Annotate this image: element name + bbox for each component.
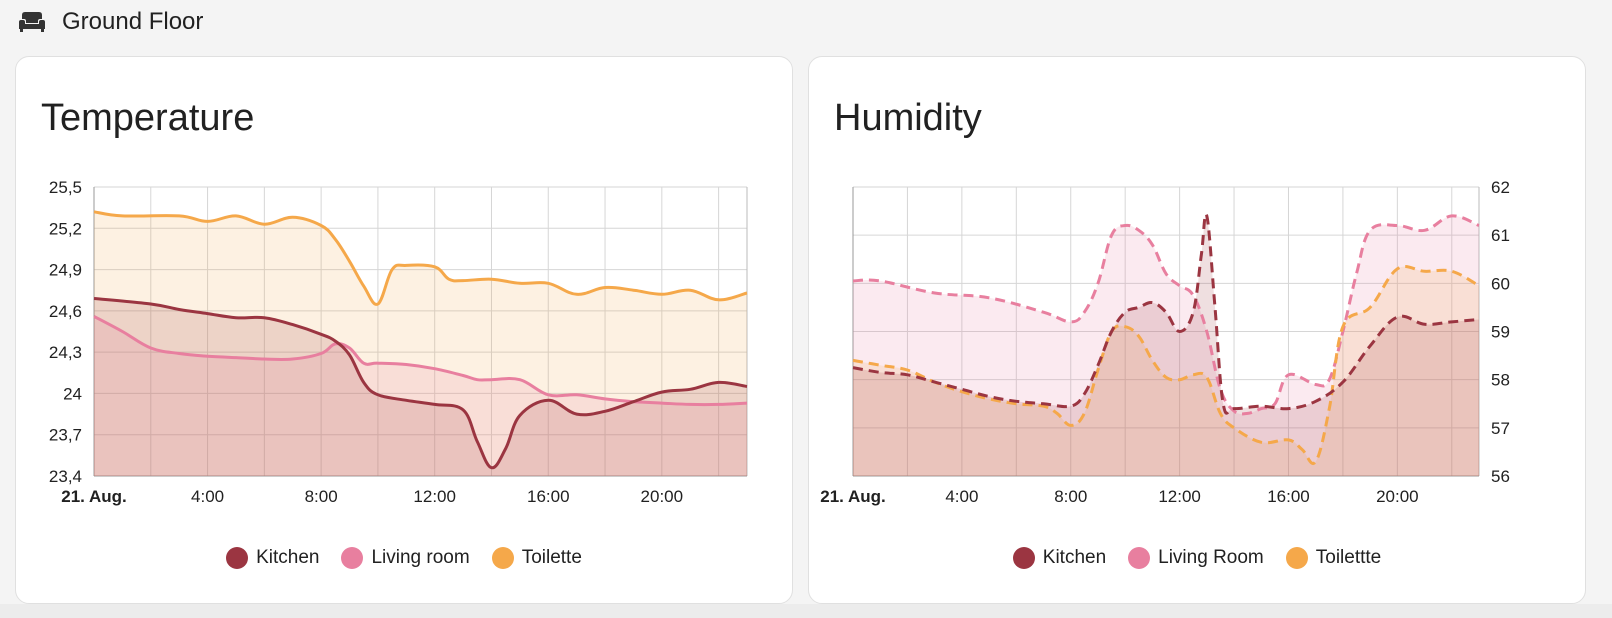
legend-swatch-living-room [1128,547,1151,569]
y-tick-label: 24,9 [49,261,82,280]
chart-grid [852,186,1479,477]
area-living-room [853,215,1479,476]
x-tick-label: 20:00 [1376,487,1419,506]
x-tick-label: 4:00 [945,487,978,506]
temperature-chart[interactable]: 23,4 23,7 24 24,3 24,6 24,9 25,2 25,5 21. Aug. 4:… [16,57,793,604]
legend-label-living-room: Living Room [1158,547,1264,568]
sofa-icon [18,10,48,34]
line-toilette [93,210,748,306]
series-areas [94,211,747,477]
temperature-card: Temperature 23,4 23,7 24 24,3 24,6 24,9 25,2 25… [15,56,793,604]
line-kitchen [93,297,748,470]
legend-item-toilette[interactable]: Toilette [491,547,582,569]
y-tick-label: 58 [1491,371,1510,390]
y-tick-label: 57 [1491,419,1510,438]
legend-label-toilette: Toilettte [1315,547,1382,568]
y-tick-label: 62 [1491,178,1510,197]
x-tick-label: 16:00 [527,487,570,506]
x-tick-label: 8:00 [305,487,338,506]
y-tick-label: 24,6 [49,302,82,321]
line-living-room [93,315,748,407]
x-tick-label: 16:00 [1267,487,1310,506]
area-living-room [94,316,747,476]
area-kitchen [94,298,747,476]
line-living-room [852,214,1480,416]
series-areas [853,214,1479,476]
humidity-chart[interactable]: 56 57 58 59 60 61 62 21. Aug. 4:00 8:00 12:00 16:00… [809,57,1586,604]
legend-label-kitchen: Kitchen [256,547,320,568]
temperature-legend: Kitchen Living room Toilette [16,547,792,569]
x-tick-label: 4:00 [191,487,224,506]
x-tick-label: 12:00 [413,487,456,506]
humidity-card: Humidity 56 57 58 59 60 61 62 21. Aug. 4:00 8:00 1… [808,56,1586,604]
humidity-legend: Kitchen Living Room Toilettte [809,547,1585,569]
legend-item-kitchen[interactable]: Kitchen [226,547,319,569]
x-tick-label: 12:00 [1158,487,1201,506]
legend-swatch-kitchen [226,547,249,569]
legend-item-toilette[interactable]: Toilettte [1285,547,1382,569]
y-tick-label: 56 [1491,467,1510,486]
area-kitchen [853,214,1479,476]
legend-item-living-room[interactable]: Living Room [1128,547,1264,569]
series-lines [93,210,748,470]
section-title: Ground Floor [62,8,204,35]
legend-label-toilette: Toilette [521,547,582,568]
x-tick-label: 21. Aug. [820,487,886,506]
line-kitchen [852,212,1480,415]
temperature-title: Temperature [41,97,255,139]
y-tick-label: 24,3 [49,343,82,362]
area-toilette [94,211,747,477]
series-lines [852,212,1480,465]
x-tick-label: 20:00 [641,487,684,506]
legend-swatch-toilette [1285,547,1308,569]
x-tick-label: 21. Aug. [61,487,127,506]
legend-item-living-room[interactable]: Living room [341,547,470,569]
y-tick-label: 59 [1491,323,1510,342]
section-header: Ground Floor [18,4,203,40]
y-tick-label: 25,5 [49,178,82,197]
legend-label-kitchen: Kitchen [1042,547,1107,568]
line-toilettte [852,264,1480,465]
legend-swatch-kitchen [1012,547,1035,569]
legend-label-living-room: Living room [371,547,470,568]
legend-swatch-toilette [491,547,514,569]
humidity-title: Humidity [834,97,982,139]
x-tick-label: 8:00 [1054,487,1087,506]
y-tick-label: 61 [1491,226,1510,245]
y-tick-label: 23,7 [49,426,82,445]
area-toilettte [853,266,1479,476]
y-tick-label: 60 [1491,274,1510,293]
y-tick-label: 23,4 [49,467,82,486]
y-tick-label: 25,2 [49,219,82,238]
legend-item-kitchen[interactable]: Kitchen [1012,547,1107,569]
page-bottom-strip [0,604,1612,618]
legend-swatch-living-room [341,547,364,569]
y-tick-label: 24 [63,384,82,403]
